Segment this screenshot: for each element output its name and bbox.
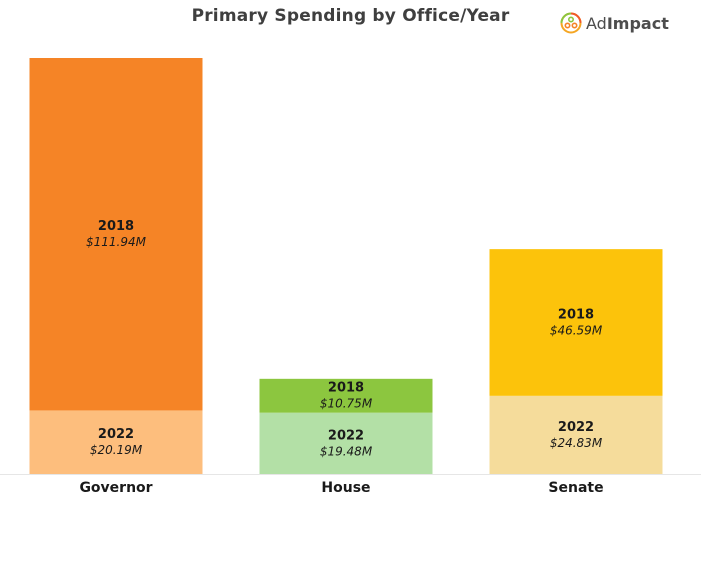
bar-label-value: $111.94M [86,235,147,249]
bar-label-year: 2018 [328,381,364,396]
adimpact-logo-icon [560,12,582,34]
bar-label-value: $19.48M [320,444,373,458]
bar-label-value: $46.59M [550,323,603,337]
bar-house-2018 [259,378,433,413]
adimpact-logo-text: AdImpact [586,13,669,33]
bar-label-value: $10.75M [320,397,373,411]
bar-label-value: $20.19M [90,443,143,457]
bar-governor-2018 [29,58,203,411]
x-tick-label: Governor [79,480,152,496]
bar-label-year: 2022 [558,420,594,435]
bar-label-year: 2018 [98,219,134,234]
bar-governor-2022 [29,410,203,474]
bar-senate-2018 [489,249,663,396]
bar-label-year: 2022 [98,427,134,442]
bar-label-year: 2018 [558,307,594,322]
x-tick-label: Senate [548,480,603,496]
x-tick-label: House [321,480,370,496]
adimpact-logo: AdImpact [560,8,669,38]
chart-title: Primary Spending by Office/Year [191,6,510,26]
bar-label-value: $24.83M [550,436,603,450]
bar-senate-2022 [489,395,663,474]
bar-label-year: 2022 [328,428,364,443]
bar-house-2022 [259,412,433,474]
